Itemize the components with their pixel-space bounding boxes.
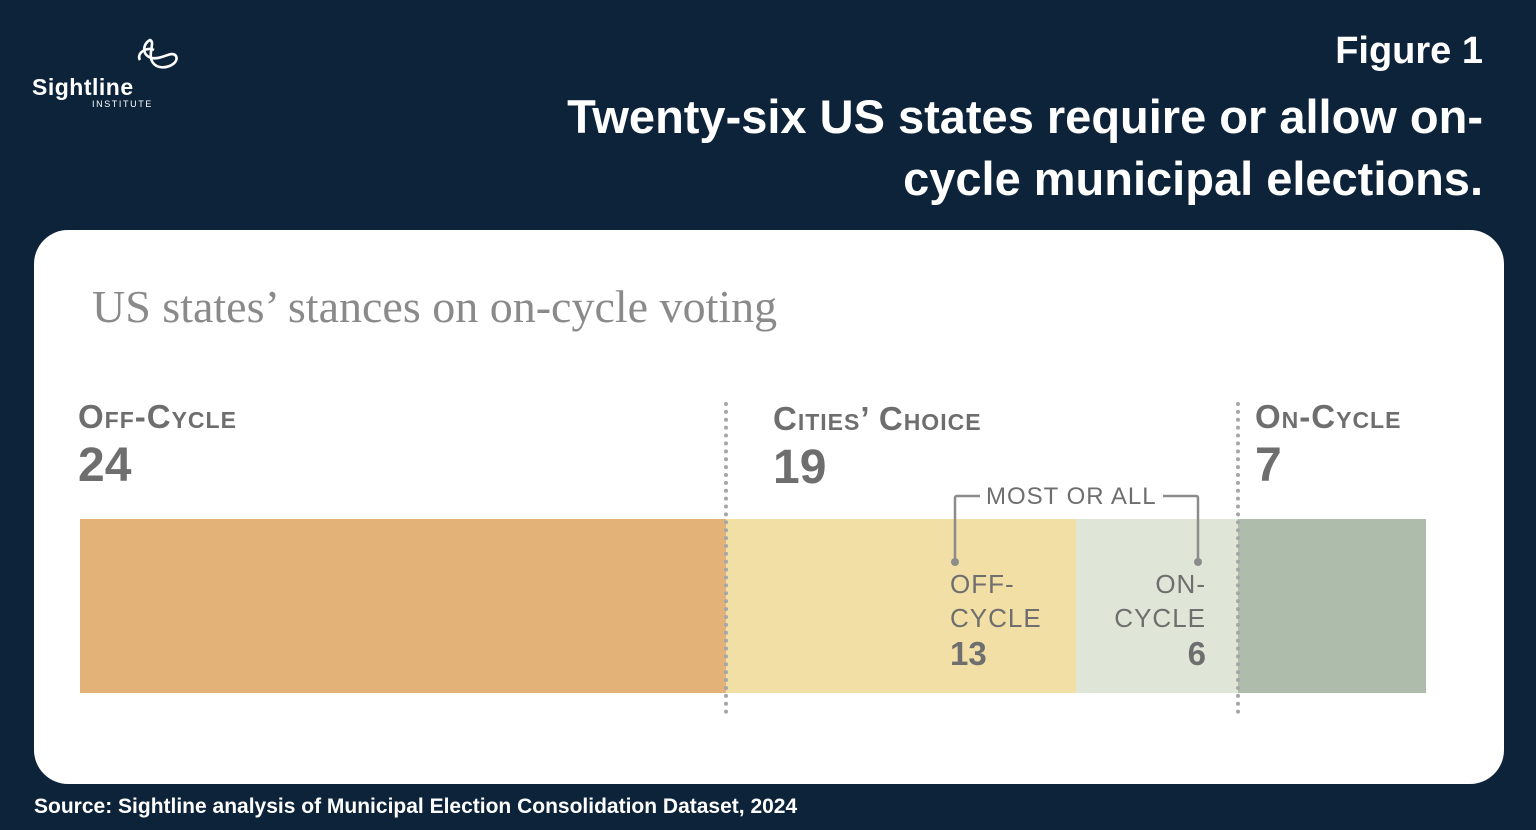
bar-segment-off-cycle xyxy=(80,519,727,693)
bar-segment-choice-off-cycle xyxy=(726,519,1077,693)
headline: Twenty-six US states require or allow on… xyxy=(567,90,1483,205)
bar-segment-choice-on-cycle xyxy=(1076,519,1238,693)
breakdown-label-on-cycle: ON- CYCLE xyxy=(1114,569,1206,633)
breakdown-label-off-cycle: OFF- CYCLE xyxy=(950,569,1042,633)
logo-name: Sightline xyxy=(32,74,134,100)
category-value-cities-choice: 19 xyxy=(773,441,827,494)
category-value-on-cycle: 7 xyxy=(1255,439,1282,492)
logo-subtitle: INSTITUTE xyxy=(92,99,153,109)
chart-title: US states’ stances on on-cycle voting xyxy=(92,281,778,332)
divider-choice-on xyxy=(1236,402,1240,714)
category-label-on-cycle: On-Cycle xyxy=(1255,398,1402,435)
most-or-all-bracket xyxy=(951,494,1202,566)
source-note: Source: Sightline analysis of Municipal … xyxy=(34,795,798,818)
sightline-logo: Sightline INSTITUTE xyxy=(32,36,182,116)
breakdown-value-off-cycle: 13 xyxy=(950,635,987,672)
category-value-off-cycle: 24 xyxy=(78,439,132,492)
annotation-most-or-all: MOST OR ALL xyxy=(980,483,1163,511)
logo-mark-icon xyxy=(137,38,178,69)
chart-card: US states’ stances on on-cycle voting Of… xyxy=(34,230,1504,784)
category-label-cities-choice: Cities’ Choice xyxy=(773,400,982,437)
bar-segment-on-cycle xyxy=(1237,519,1426,693)
category-label-off-cycle: Off-Cycle xyxy=(78,398,237,435)
figure-label: Figure 1 xyxy=(1335,30,1483,72)
breakdown-value-on-cycle: 6 xyxy=(1187,635,1206,672)
divider-off-choice xyxy=(724,402,728,714)
